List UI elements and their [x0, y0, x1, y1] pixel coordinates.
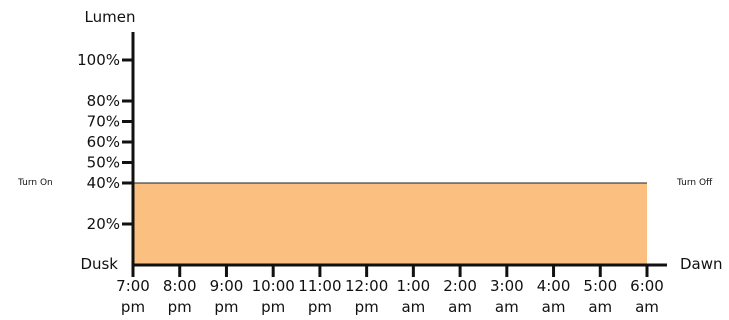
x-tick-label: 2:00 am — [443, 277, 477, 316]
x-tick-label: 8:00 pm — [163, 277, 197, 316]
y-tick-label: 70% — [87, 113, 120, 131]
x-end-label: Dawn — [680, 255, 723, 273]
x-tick-label: 3:00 am — [490, 277, 524, 316]
x-tick-label: 4:00 am — [537, 277, 571, 316]
y-tick-label: 20% — [87, 215, 120, 233]
x-tick-label: 6:00 am — [630, 277, 664, 316]
turn-off-annotation: Turn Off — [676, 178, 713, 188]
x-tick-label: 12:00 pm — [345, 277, 388, 316]
x-tick-label: 5:00 am — [583, 277, 617, 316]
x-start-label: Dusk — [80, 255, 118, 273]
y-tick-label: 50% — [87, 154, 120, 172]
x-tick-label: 9:00 pm — [210, 277, 244, 316]
y-axis-title: Lumen — [85, 8, 136, 26]
y-tick-label: 40% — [87, 174, 120, 192]
x-tick-label: 1:00 am — [397, 277, 431, 316]
x-tick-label: 7:00 pm — [116, 277, 150, 316]
y-tick-label: 80% — [87, 92, 120, 110]
y-tick-label: 60% — [87, 133, 120, 151]
x-tick-label: 10:00 pm — [252, 277, 295, 316]
y-tick-label: 100% — [77, 51, 120, 69]
axes-layer — [131, 32, 667, 267]
series-area-0 — [133, 183, 647, 265]
x-tick-label: 11:00 pm — [298, 277, 341, 316]
ticks-layer: 20% 40% 50% 60% 70% 80% 100% 7:00 pm 8:00 pm 9:00 pm… — [77, 51, 664, 316]
area-layer — [133, 182, 647, 265]
turn-on-annotation: Turn On — [17, 178, 53, 188]
